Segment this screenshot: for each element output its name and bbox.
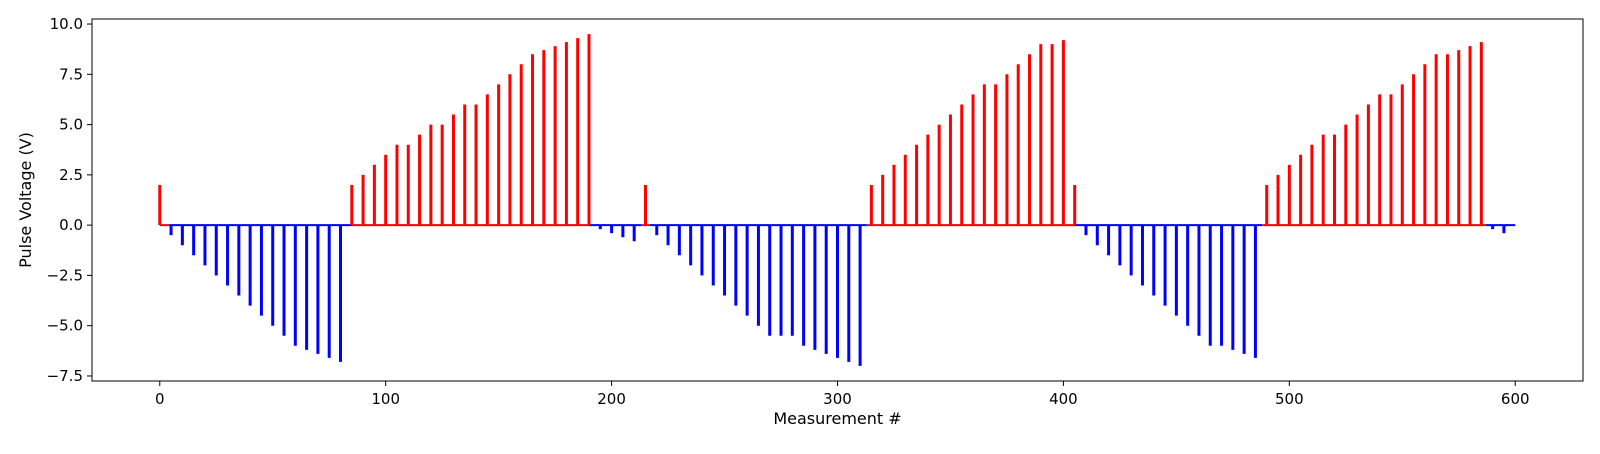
x-tick-label: 300 (823, 390, 852, 408)
tick-layer: 0 100 200 300 400 500 600 −7.5 −5.0 −2.5 0.0 2.5 5.0… (47, 15, 1530, 408)
stem-layer (158, 34, 1506, 366)
x-tick-label: 500 (1275, 390, 1304, 408)
y-tick-label: 2.5 (59, 166, 83, 184)
y-tick-label: −5.0 (47, 317, 83, 335)
y-tick-label: 10.0 (50, 15, 83, 33)
y-tick-label: 5.0 (59, 116, 83, 134)
y-tick-label: 0.0 (59, 216, 83, 234)
x-tick-label: 0 (155, 390, 165, 408)
x-tick-label: 600 (1501, 390, 1530, 408)
x-tick-label: 100 (371, 390, 400, 408)
y-tick-label: −2.5 (47, 266, 83, 284)
y-tick-label: −7.5 (47, 367, 83, 385)
y-tick-label: 7.5 (59, 65, 83, 83)
x-axis-label: Measurement # (773, 409, 901, 428)
y-axis-label: Pulse Voltage (V) (16, 132, 35, 268)
x-tick-label: 400 (1049, 390, 1078, 408)
x-tick-label: 200 (597, 390, 626, 408)
